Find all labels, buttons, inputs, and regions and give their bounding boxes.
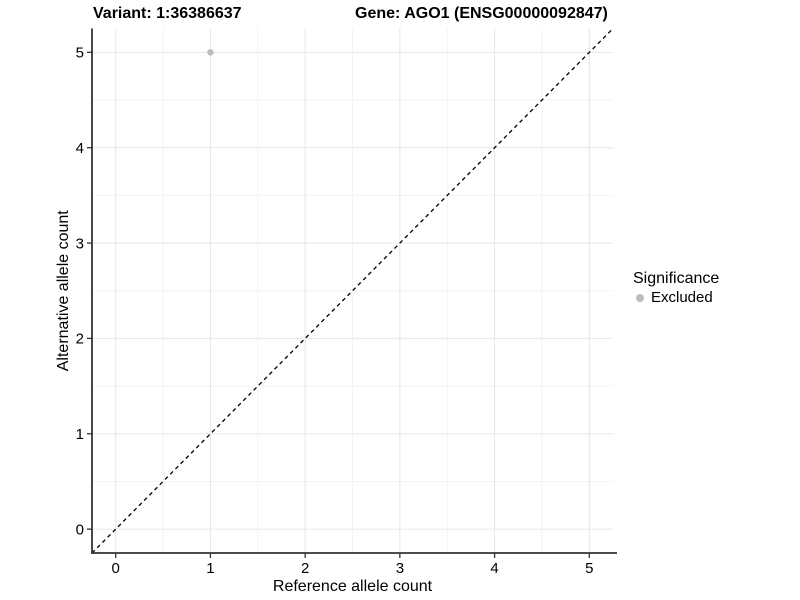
y-tick-label: 5 bbox=[76, 45, 84, 62]
y-tick-label: 0 bbox=[76, 521, 84, 538]
legend-item-excluded: Excluded bbox=[633, 289, 719, 307]
legend-title: Significance bbox=[633, 270, 720, 287]
x-tick-label: 0 bbox=[112, 560, 120, 577]
x-tick-label: 5 bbox=[585, 560, 593, 577]
x-tick-label: 4 bbox=[490, 560, 498, 577]
y-axis-title: Alternative allele count bbox=[55, 210, 72, 372]
x-tick-label: 1 bbox=[206, 560, 214, 577]
variant-title: Variant: 1:36386637 bbox=[93, 5, 242, 22]
x-axis-title: Reference allele count bbox=[273, 578, 433, 595]
y-tick-label: 1 bbox=[76, 426, 84, 443]
identity-dashed-line bbox=[91, 28, 614, 554]
significance-legend: Significance Excluded bbox=[633, 269, 719, 307]
gene-title: Gene: AGO1 (ENSG00000092847) bbox=[355, 5, 608, 22]
data-point bbox=[207, 49, 214, 56]
y-tick-label: 4 bbox=[76, 140, 84, 157]
y-tick-label: 3 bbox=[76, 235, 84, 252]
x-tick-label: 3 bbox=[396, 560, 404, 577]
legend-item-label: Excluded bbox=[651, 289, 713, 306]
excluded-point-swatch bbox=[636, 294, 644, 302]
y-tick-label: 2 bbox=[76, 331, 84, 348]
x-tick-label: 2 bbox=[301, 560, 309, 577]
